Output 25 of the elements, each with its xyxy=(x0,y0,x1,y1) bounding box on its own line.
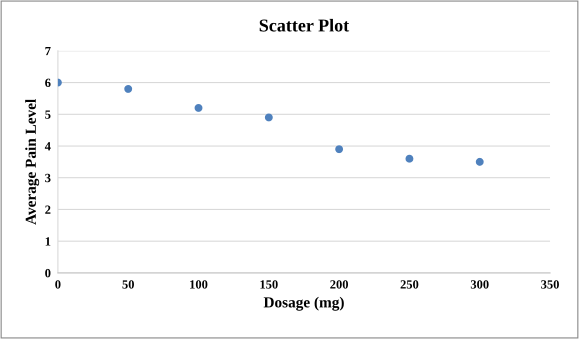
y-tick-label: 7 xyxy=(45,47,51,56)
point xyxy=(476,158,484,166)
y-tick-label: 3 xyxy=(45,174,51,182)
y-axis-title: Average Pain Level xyxy=(25,99,40,225)
x-axis-title: Dosage (mg) xyxy=(264,296,344,311)
x-tick-label: 300 xyxy=(470,280,489,289)
y-tick-label: 1 xyxy=(46,237,50,246)
chart-title: Scatter Plot xyxy=(260,18,350,32)
x-tick-label: 250 xyxy=(400,280,418,289)
x-tick-label: 0 xyxy=(55,280,61,289)
y-tick-label: 2 xyxy=(45,206,50,214)
y-tick-label: 4 xyxy=(44,142,51,150)
point xyxy=(264,114,273,122)
x-tick-label: 200 xyxy=(330,280,348,289)
x-tick-label: 150 xyxy=(260,280,278,289)
x-tick-label: 100 xyxy=(190,280,208,289)
point xyxy=(335,145,344,154)
point xyxy=(405,154,414,163)
y-tick-label: 5 xyxy=(45,110,50,119)
x-tick-label: 350 xyxy=(541,280,559,289)
x-tick-label: 50 xyxy=(122,280,134,289)
y-tick-label: 6 xyxy=(45,78,51,88)
y-tick-label: 0 xyxy=(45,268,50,278)
point xyxy=(194,104,202,112)
point xyxy=(124,84,132,93)
